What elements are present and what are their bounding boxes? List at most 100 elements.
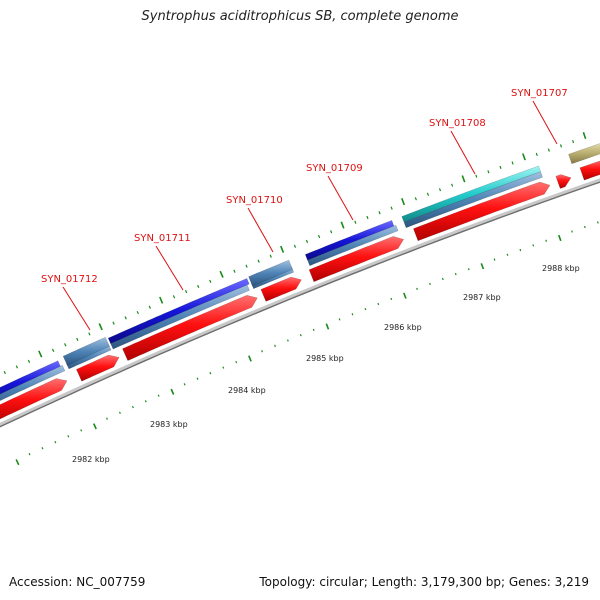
outer-tick	[426, 192, 430, 196]
gene-block-blue-3	[304, 220, 395, 261]
cds-feature-8	[579, 160, 600, 181]
outer-tick	[15, 365, 19, 369]
scale-tick	[157, 394, 160, 397]
gene-block-syn01712	[62, 336, 110, 366]
cds-feature-3	[122, 295, 258, 361]
gene-block-syn01708	[401, 165, 541, 223]
gene-leader-line	[62, 286, 91, 331]
scale-tick	[106, 417, 108, 420]
scale-tick	[299, 333, 302, 337]
map-title: Syntrophus aciditrophicus SB, complete g…	[141, 9, 459, 24]
scale-tick	[493, 258, 496, 261]
scale-tick	[454, 272, 457, 276]
outer-tick	[159, 296, 164, 304]
scale-tick	[80, 429, 83, 432]
gene-label: SYN_01708	[429, 118, 486, 129]
scale-label: 2983 kbp	[150, 420, 188, 429]
scale-tick	[170, 388, 175, 395]
outer-tick	[451, 183, 454, 187]
scale-tick	[286, 339, 289, 342]
outer-tick	[461, 175, 466, 183]
outer-tick	[438, 188, 442, 192]
outer-tick	[148, 305, 151, 309]
outer-tick	[233, 269, 236, 273]
gene-features	[0, 143, 600, 420]
gene-feature-1	[0, 364, 66, 402]
scale-tick	[364, 307, 367, 311]
outer-tick	[64, 343, 67, 347]
gene-block-blue-1	[0, 360, 61, 395]
scale-tick	[532, 244, 535, 247]
gene-block-blue-2	[107, 278, 250, 344]
scale-tick	[403, 292, 407, 299]
outer-tick	[51, 348, 55, 352]
gene-leader-line	[155, 245, 184, 291]
outer-tick	[340, 221, 345, 229]
scale-tick	[41, 447, 44, 450]
topology-stats: Topology: circular; Length: 3,179,300 bp…	[259, 575, 589, 589]
scale-tick	[545, 239, 548, 242]
backbone-line	[0, 178, 600, 428]
outer-tick	[184, 289, 188, 294]
cds-feature-6	[413, 181, 551, 242]
outer-tick	[280, 245, 285, 253]
outer-tick	[354, 220, 357, 224]
backbone-edge	[0, 181, 600, 428]
outer-tick	[197, 284, 200, 289]
scale-tick	[248, 355, 252, 362]
outer-tick	[487, 170, 490, 174]
scale-tick	[15, 459, 20, 466]
scale-tick	[377, 302, 380, 306]
backbone-track	[0, 178, 600, 428]
outer-tick	[27, 359, 31, 363]
gene-leader-line	[327, 175, 354, 221]
cds-feature-5	[308, 236, 405, 283]
scale-tick	[67, 435, 70, 438]
outer-tick	[317, 234, 321, 239]
scale-tick	[28, 453, 31, 456]
gene-label: SYN_01709	[306, 163, 363, 174]
scale-tick	[351, 313, 354, 316]
outer-tick	[245, 264, 248, 268]
outer-tick	[219, 270, 224, 278]
gene-label: SYN_01707	[511, 88, 568, 99]
scale-tick	[467, 268, 470, 271]
gene-block-syn01707	[568, 143, 600, 165]
outer-tick	[414, 197, 417, 201]
gene-label: SYN_01712	[41, 274, 98, 285]
outer-tick	[3, 370, 6, 375]
scale-tick	[558, 234, 562, 242]
gene-label: SYN_01710	[226, 195, 283, 206]
outer-tick	[366, 215, 369, 220]
scale-tick	[325, 323, 330, 330]
outer-tick	[582, 131, 587, 140]
gene-leader-line	[532, 100, 558, 145]
outer-tick	[390, 206, 393, 210]
scale-tick	[519, 248, 522, 252]
scale-tick	[261, 350, 263, 353]
outer-tick	[124, 316, 127, 320]
outer-tick	[98, 323, 103, 331]
scale-tick	[312, 328, 315, 332]
scale-tick	[441, 277, 444, 281]
outer-tick	[378, 211, 381, 215]
scale-tick	[429, 282, 431, 286]
outer-tick	[401, 198, 406, 206]
outer-tick	[305, 239, 309, 244]
gene-leader-line	[247, 207, 274, 253]
scale-tick	[118, 411, 121, 414]
scale-tick	[571, 230, 573, 233]
gene-labels: 2982 kbp 2983 kbp 2984 kbp 2985 kbp 2986 kbp…	[41, 88, 580, 464]
scale-label: 2982 kbp	[72, 455, 110, 464]
cds-feature-1	[0, 378, 68, 420]
outer-tick	[499, 165, 502, 170]
outer-tick	[38, 350, 43, 358]
scale-tick	[338, 318, 341, 321]
scale-tick	[209, 371, 212, 375]
gene-feature-5	[307, 224, 399, 267]
cds-feature-7	[555, 174, 572, 189]
scale-tick	[92, 423, 97, 430]
outer-tick	[136, 310, 139, 315]
outer-tick	[257, 259, 260, 263]
